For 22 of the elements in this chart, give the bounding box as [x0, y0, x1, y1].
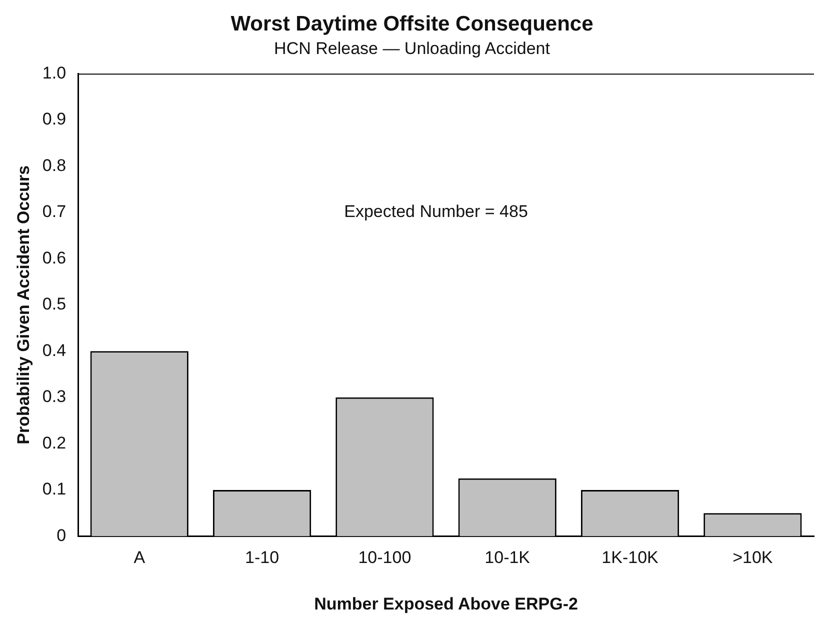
y-tick-label: 0.3 — [42, 387, 66, 406]
x-tick-label: 1K-10K — [602, 548, 660, 568]
chart-title: Worst Daytime Offsite Consequence — [230, 12, 594, 36]
y-tick-label: 0.1 — [42, 480, 66, 499]
annotation: Expected Number = 485 — [344, 202, 528, 222]
y-tick-label: 0.4 — [42, 340, 66, 360]
x-tick-label: A — [134, 548, 146, 568]
x-tick-label: 10-1K — [484, 548, 531, 568]
y-tick-label: 0.9 — [42, 110, 66, 129]
y-tick-label: 1.0 — [42, 63, 66, 82]
y-tick-label: 0 — [56, 526, 66, 545]
y-tick-label: 0.6 — [42, 248, 66, 268]
y-tick-label: 0.5 — [42, 294, 66, 314]
x-tick-label: 10-100 — [358, 548, 412, 568]
y-tick-label: 0.8 — [42, 156, 66, 175]
x-tick-label: >10K — [732, 548, 774, 568]
x-axis-title: Number Exposed Above ERPG-2 — [314, 594, 578, 614]
chart-subtitle: HCN Release — Unloading Accident — [274, 39, 550, 58]
y-tick-label: 0.7 — [42, 202, 66, 222]
y-tick-label: 0.2 — [42, 433, 66, 452]
x-tick-label: 1-10 — [245, 548, 280, 568]
y-axis-title: Probability Given Accident Occurs — [14, 165, 33, 444]
